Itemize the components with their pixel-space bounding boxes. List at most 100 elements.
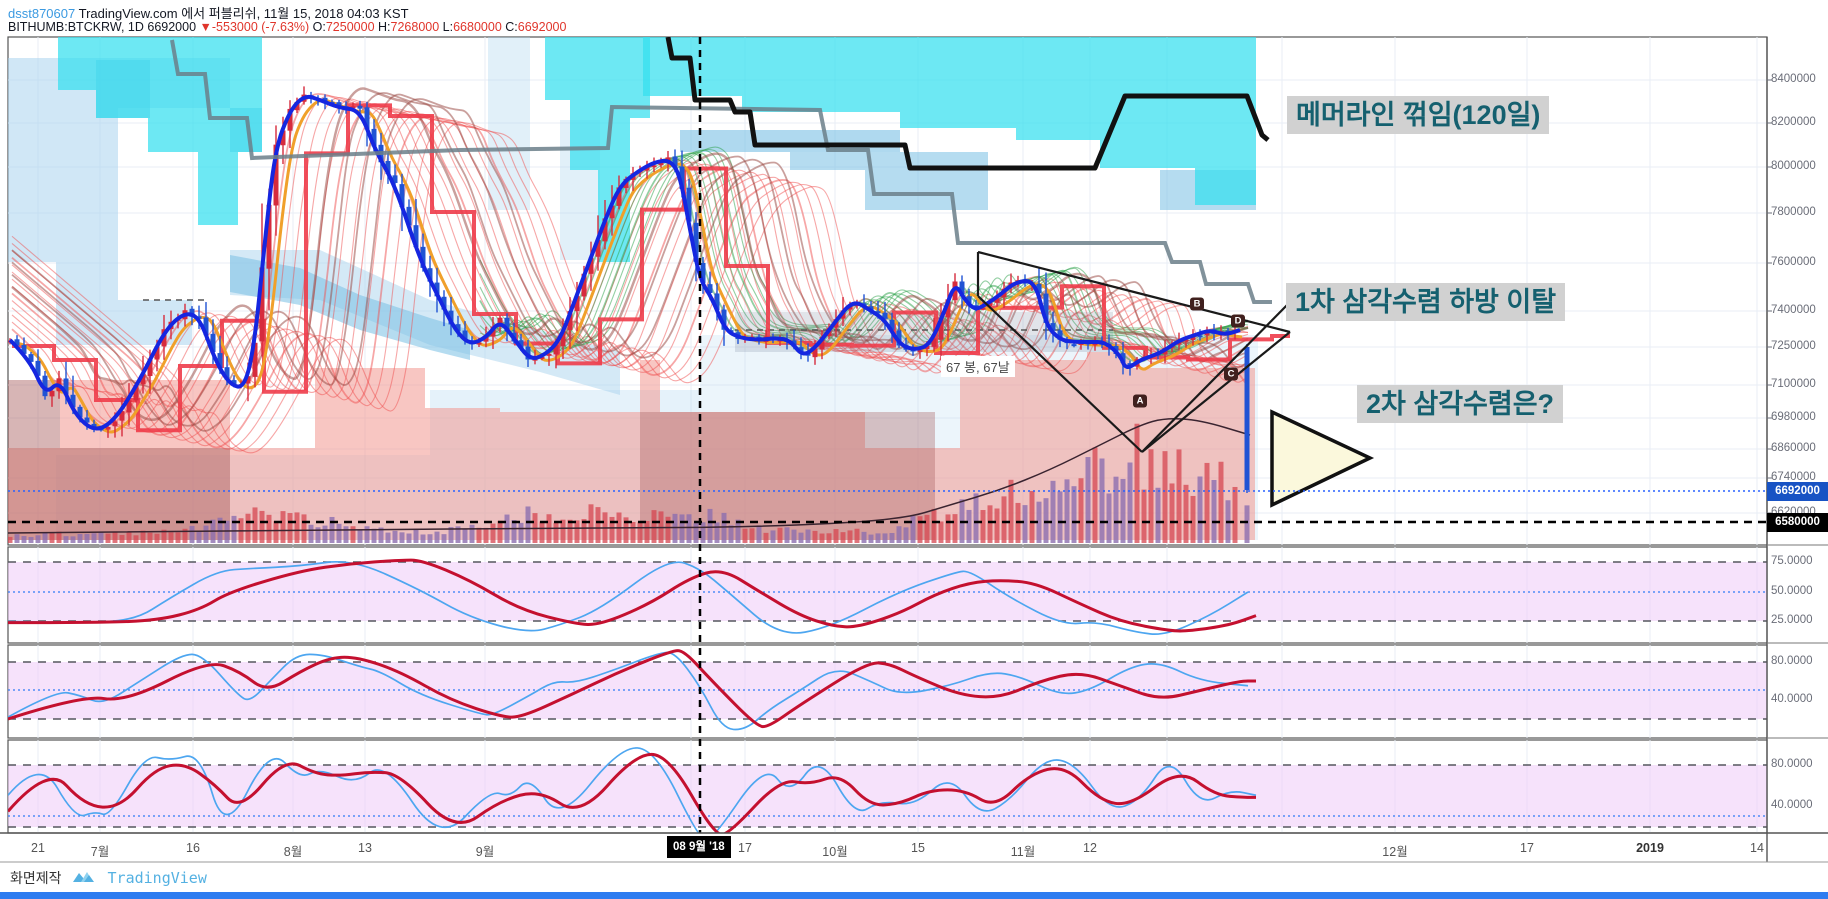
osc-slow-line	[8, 649, 1256, 729]
time-tick-2019: 2019	[1636, 841, 1664, 855]
cloud-blue	[488, 37, 530, 210]
open-value: 7250000	[325, 20, 375, 34]
marker-D[interactable]: D	[1231, 314, 1245, 328]
osc-panel-stoch-fast	[8, 747, 1767, 833]
annotation-triangle1: 1차 삼각수렴 하방 이탈	[1286, 283, 1566, 321]
open-label: O:	[312, 20, 326, 34]
change-arrow-icon: ▼	[199, 20, 212, 34]
annotation-triangle2: 2차 삼각수렴은?	[1357, 385, 1564, 423]
osc-slow-line	[8, 558, 1257, 633]
price-tick-6860000: 6860000	[1771, 442, 1816, 454]
cloud-cyan	[58, 37, 262, 225]
price-tick-6740000: 6740000	[1771, 471, 1816, 483]
time-tick-15: 15	[911, 841, 925, 855]
time-tick-16: 16	[186, 841, 200, 855]
ma-ribbon	[479, 152, 1249, 356]
cloud-pink	[640, 412, 935, 540]
osc-panel-stoch-slow	[8, 649, 1767, 731]
marker-A[interactable]: A	[1133, 394, 1147, 408]
last-price-badge: 6692000	[1767, 482, 1828, 501]
ma-ribbon	[11, 121, 1248, 454]
price-tick-7600000: 7600000	[1771, 256, 1816, 268]
ma-ribbon	[479, 146, 1249, 350]
low-value: 6680000	[453, 20, 502, 34]
annotation-memoline: 메머라인 꺾임(120일)	[1287, 96, 1550, 134]
osc-slow-line	[8, 752, 1256, 833]
ma-blue	[8, 94, 1241, 431]
change-value: -553000 (-7.63%)	[211, 20, 310, 34]
time-tick-13: 13	[358, 841, 372, 855]
price-tick-8000000: 8000000	[1771, 160, 1816, 172]
time-tick-12: 12	[1083, 841, 1097, 855]
cloud-pink	[8, 352, 1255, 540]
publish-header: dsst870607 TradingView.com 에서 퍼블리쉬, 11월 …	[8, 3, 409, 22]
ma-red-stepped	[12, 103, 1290, 433]
main-plot	[8, 37, 1293, 543]
ma-ribbon	[479, 149, 1249, 354]
osc-tick-40.0000: 40.0000	[1771, 693, 1813, 705]
price-tick-6980000: 6980000	[1771, 411, 1816, 423]
time-tick-9월: 9월	[475, 845, 495, 859]
time-tick-10월: 10월	[822, 845, 848, 859]
osc-tick-80.0000: 80.0000	[1771, 655, 1813, 667]
callout-triangle[interactable]	[1270, 409, 1375, 508]
cloud-pink	[8, 380, 230, 540]
price-tick-8200000: 8200000	[1771, 116, 1816, 128]
publish-text: TradingView.com 에서 퍼블리쉬, 11월 15, 2018 04…	[75, 6, 409, 21]
time-tick-11월: 11월	[1010, 845, 1036, 859]
time-tick-12월: 12월	[1382, 845, 1408, 859]
osc-tick-25.0000: 25.0000	[1771, 614, 1813, 626]
symbol-legend: BITHUMB:BTCKRW, 1D 6692000 ▼-553000 (-7.…	[8, 20, 566, 34]
osc-tick-40.0000: 40.0000	[1771, 799, 1813, 811]
price-tick-7100000: 7100000	[1771, 378, 1816, 390]
cloud-blue	[8, 58, 230, 345]
osc-fast-line	[8, 561, 1249, 635]
price-tick-8400000: 8400000	[1771, 73, 1816, 85]
cloud-blue	[230, 255, 470, 360]
price-tick-7800000: 7800000	[1771, 206, 1816, 218]
footer: 화면제작 TradingView	[10, 868, 207, 888]
high-value: 7268000	[390, 20, 440, 34]
time-tick-17: 17	[738, 841, 752, 855]
mayor-line-120	[665, 37, 1270, 171]
username-link[interactable]: dsst870607	[8, 6, 76, 21]
ma-ribbon	[11, 115, 1249, 449]
ma-ribbon	[11, 119, 1249, 452]
kijun-gray-line	[170, 39, 1272, 304]
crosshair-date-badge: 08 9월 '18	[667, 836, 731, 858]
bar-count-tooltip: 67 봉, 67날	[941, 356, 1015, 377]
crosshair-price-badge: 6580000	[1767, 513, 1828, 532]
ma-ribbon	[11, 93, 1249, 427]
osc-fast-line	[8, 747, 1257, 833]
bottom-accent-bar	[0, 892, 1828, 899]
osc-tick-75.0000: 75.0000	[1771, 555, 1813, 567]
cloud-cyan	[643, 37, 1256, 205]
ma-ribbon	[11, 113, 1249, 447]
tradingview-brand[interactable]: TradingView	[107, 869, 207, 887]
ma-ribbon	[11, 98, 1249, 432]
made-by-label: 화면제작	[10, 870, 62, 886]
close-value: 6692000	[517, 20, 567, 34]
trendline[interactable]	[1141, 331, 1291, 453]
time-tick-17: 17	[1520, 841, 1534, 855]
volume-ma	[8, 418, 1251, 534]
time-tick-7월: 7월	[90, 845, 110, 859]
osc-fast-line	[8, 651, 1249, 731]
low-label: L:	[442, 20, 454, 34]
high-label: H:	[378, 20, 391, 34]
marker-B[interactable]: B	[1190, 297, 1204, 311]
osc-tick-80.0000: 80.0000	[1771, 758, 1813, 770]
osc-panel-rsi	[8, 558, 1767, 635]
time-tick-8월: 8월	[283, 845, 303, 859]
tradingview-logo-icon[interactable]	[72, 870, 98, 886]
time-tick-21: 21	[31, 841, 45, 855]
close-label: C:	[505, 20, 518, 34]
symbol-name: BITHUMB:BTCKRW, 1D 6692000	[8, 20, 197, 34]
osc-tick-50.0000: 50.0000	[1771, 585, 1813, 597]
trendline[interactable]	[977, 295, 1143, 453]
marker-C[interactable]: C	[1224, 367, 1238, 381]
trendline[interactable]	[1141, 299, 1293, 453]
price-tick-7250000: 7250000	[1771, 340, 1816, 352]
price-tick-7400000: 7400000	[1771, 304, 1816, 316]
